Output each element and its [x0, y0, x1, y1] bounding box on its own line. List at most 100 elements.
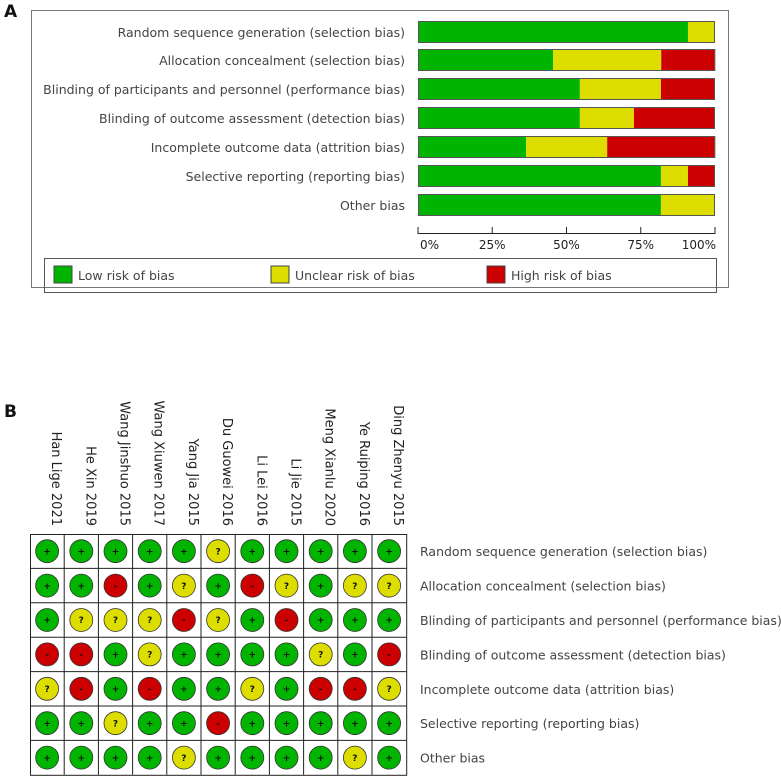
judgement-symbol: + [43, 754, 51, 764]
judgement-dot [240, 539, 265, 564]
bar-segment [418, 49, 554, 71]
judgement-symbol: + [283, 754, 291, 764]
judgement-symbol: - [285, 616, 289, 626]
judgement-dot [69, 642, 94, 667]
legend-box [44, 258, 717, 293]
bar-outline [418, 165, 715, 187]
bar-outline [418, 21, 715, 43]
judgement-dot [35, 676, 59, 701]
judgement-dot [342, 608, 367, 632]
judgement-symbol: - [319, 685, 323, 695]
bar-segment [526, 136, 608, 158]
x-tick-label: 25% [479, 238, 506, 252]
judgement-symbol: + [249, 754, 257, 764]
bar-outline [418, 78, 715, 100]
domain-label: Random sequence generation (selection bi… [420, 544, 707, 559]
judgement-dot [69, 608, 94, 632]
judgement-symbol: - [79, 685, 83, 695]
judgement-dot [103, 573, 128, 598]
category-label: Allocation concealment (selection bias) [159, 53, 405, 68]
judgement-dot [35, 539, 59, 564]
bar-segment [687, 165, 715, 187]
judgement-dot [35, 642, 59, 667]
domain-label: Incomplete outcome data (attrition bias) [420, 682, 674, 697]
domain-label: Blinding of outcome assessment (detectio… [420, 647, 726, 662]
judgement-symbol: + [146, 582, 154, 592]
judgement-dot [206, 573, 231, 598]
judgement-dot [171, 573, 196, 598]
legend-label: Unclear risk of bias [295, 268, 415, 283]
judgement-dot [171, 745, 196, 770]
judgement-dot [240, 608, 265, 632]
study-name: Wang Jinshuo 2015 [117, 401, 132, 526]
bar-segment [418, 165, 661, 187]
judgement-symbol: + [385, 616, 393, 626]
judgement-dot [137, 573, 162, 598]
judgement-symbol: + [146, 719, 154, 729]
judgement-symbol: ? [181, 754, 186, 764]
judgement-dot [274, 608, 299, 632]
judgement-symbol: + [214, 651, 222, 661]
judgement-dot [240, 573, 265, 598]
judgement-symbol: + [283, 547, 291, 557]
bar-segment [418, 78, 580, 100]
judgement-symbol: + [249, 651, 257, 661]
judgement-dot [274, 745, 299, 770]
judgement-dot [35, 608, 59, 632]
judgement-symbol: ? [352, 582, 357, 592]
judgement-symbol: ? [79, 616, 84, 626]
judgement-symbol: + [385, 547, 393, 557]
judgement-symbol: + [317, 616, 325, 626]
bar-segment [553, 49, 662, 71]
judgement-symbol: - [353, 685, 357, 695]
study-name: Li Jie 2015 [288, 458, 303, 526]
bar-segment [418, 136, 527, 158]
category-label: Random sequence generation (selection bi… [118, 25, 405, 40]
study-name: Wang Xiuwen 2017 [151, 401, 166, 526]
judgement-symbol: + [283, 651, 291, 661]
study-name: Yang Jia 2015 [185, 438, 200, 526]
judgement-dot [342, 711, 367, 736]
judgement-dot [171, 608, 196, 632]
judgement-dot [308, 676, 333, 701]
judgement-dot [240, 642, 265, 667]
judgement-symbol: + [214, 685, 222, 695]
judgement-dot [35, 745, 59, 770]
judgement-symbol: + [249, 547, 257, 557]
judgement-dot [171, 676, 196, 701]
legend-label: Low risk of bias [78, 268, 175, 283]
judgement-symbol: ? [352, 754, 357, 764]
judgement-symbol: ? [181, 582, 186, 592]
judgement-symbol: + [112, 685, 120, 695]
judgement-symbol: + [78, 719, 86, 729]
judgement-symbol: - [216, 719, 220, 729]
bar-segment [607, 136, 716, 158]
judgement-symbol: ? [113, 719, 118, 729]
judgement-symbol: ? [250, 685, 255, 695]
bar-outline [418, 49, 715, 71]
judgement-symbol: - [79, 651, 83, 661]
judgement-dot [206, 608, 231, 632]
bar-segment [579, 78, 661, 100]
judgement-symbol: + [214, 754, 222, 764]
judgement-dot [342, 539, 367, 564]
judgement-symbol: + [78, 582, 86, 592]
judgement-symbol: - [387, 651, 391, 661]
study-name: Meng Xianlu 2020 [322, 408, 337, 526]
judgement-symbol: - [45, 651, 49, 661]
panel-a-letter: A [4, 2, 18, 22]
judgement-symbol: + [351, 719, 359, 729]
judgement-dot [35, 711, 59, 736]
bar-segment [660, 165, 688, 187]
judgement-symbol: ? [386, 685, 391, 695]
judgement-symbol: + [78, 754, 86, 764]
judgement-symbol: - [114, 582, 118, 592]
judgement-symbol: + [43, 547, 51, 557]
judgement-symbol: + [317, 547, 325, 557]
bar-segment [418, 21, 688, 43]
judgement-symbol: + [146, 547, 154, 557]
judgement-dot [240, 676, 265, 701]
bar-segment [661, 49, 716, 71]
judgement-dot [206, 642, 231, 667]
